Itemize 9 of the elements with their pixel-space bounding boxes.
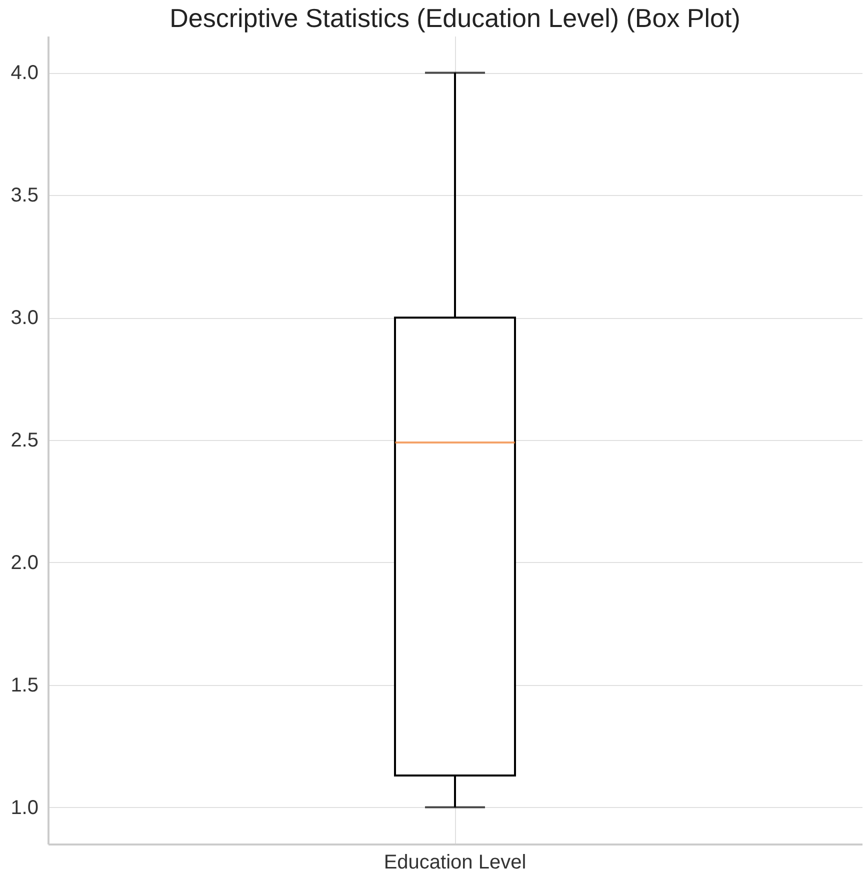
y-tick-label: 4.0 — [10, 62, 38, 84]
chart-title: Descriptive Statistics (Education Level) (Box Plot) — [170, 3, 740, 33]
y-tick-label: 3.5 — [10, 184, 38, 207]
y-tick-label: 2.0 — [10, 552, 38, 574]
y-tick-label: 3.0 — [10, 307, 38, 330]
y-tick-label: 1.5 — [10, 674, 38, 696]
x-tick-label: Education Level — [384, 852, 526, 874]
y-tick-label: 1.0 — [10, 796, 38, 819]
y-tick-label: 2.5 — [10, 430, 38, 452]
